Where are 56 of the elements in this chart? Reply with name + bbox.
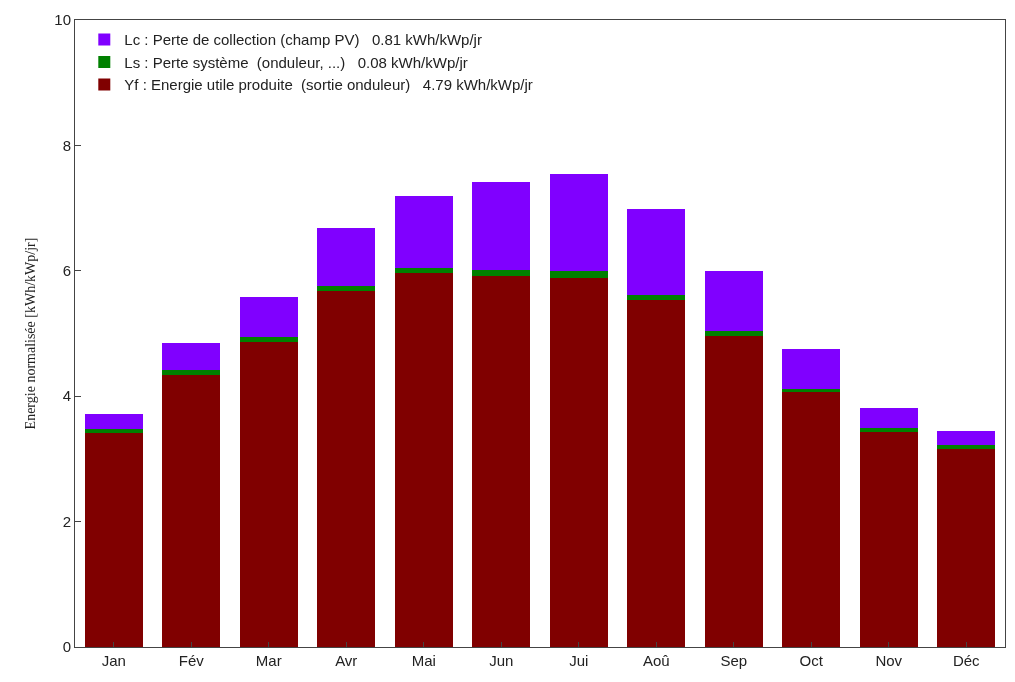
- bar: [859, 408, 918, 429]
- bar: [239, 297, 298, 338]
- bar: [317, 228, 376, 287]
- bar: [627, 209, 686, 296]
- y-tick-label: 4: [62, 387, 71, 405]
- y-axis-title: Energie normalisée [kWh/kWp/jr]: [22, 237, 38, 430]
- bar: [394, 195, 453, 268]
- bar: [394, 273, 453, 647]
- bar: [162, 374, 221, 647]
- bar: [472, 275, 531, 647]
- legend-label: Ls : Perte système (onduleur, ...) 0.08 kWh/kWp/jr: [124, 53, 468, 71]
- bar: [317, 291, 376, 647]
- x-tick-label: Jan: [101, 652, 126, 669]
- bar: [472, 182, 531, 270]
- x-tick-label: Déc: [952, 652, 981, 669]
- x-tick-label: Nov: [875, 652, 903, 669]
- bar: [84, 414, 143, 429]
- bar: [84, 433, 143, 647]
- y-tick-label: 6: [62, 262, 71, 280]
- x-tick-label: Mai: [411, 652, 436, 669]
- y-tick-label: 0: [62, 638, 71, 656]
- x-tick-label: Sep: [720, 652, 748, 669]
- bar: [704, 330, 763, 337]
- bar: [549, 173, 608, 272]
- legend-label: Yf : Energie utile produite (sortie onduleur) 4.79 kWh/kWp/jr: [124, 76, 533, 94]
- bar: [937, 431, 996, 446]
- x-tick-label: Jun: [489, 652, 514, 669]
- x-tick-label: Aoû: [642, 652, 670, 669]
- bar: [317, 286, 376, 292]
- bar: [782, 348, 841, 389]
- legend-label: Lc : Perte de collection (champ PV) 0.81 kWh/kWp/jr: [124, 31, 482, 49]
- x-tick-label: Jui: [569, 652, 589, 669]
- bar: [782, 392, 841, 647]
- x-tick-label: Mar: [255, 652, 282, 669]
- bar: [704, 336, 763, 647]
- y-tick-label: 2: [62, 512, 71, 530]
- bar: [162, 370, 221, 375]
- bar: [937, 448, 996, 647]
- x-tick-label: Oct: [799, 652, 824, 669]
- bar: [859, 431, 918, 647]
- bar: [627, 295, 686, 301]
- y-tick-label: 10: [54, 11, 71, 29]
- bar: [472, 269, 531, 276]
- bar: [549, 271, 608, 278]
- x-tick-label: Avr: [335, 652, 358, 669]
- y-tick-label: 8: [62, 136, 71, 154]
- bar: [162, 342, 221, 371]
- bar: [239, 341, 298, 647]
- bar: [704, 270, 763, 331]
- bar: [239, 337, 298, 342]
- bar: [859, 428, 918, 432]
- bar: [937, 445, 996, 449]
- bar: [549, 277, 608, 647]
- x-tick-label: Fév: [178, 652, 205, 669]
- bar: [84, 428, 143, 434]
- bar: [627, 300, 686, 647]
